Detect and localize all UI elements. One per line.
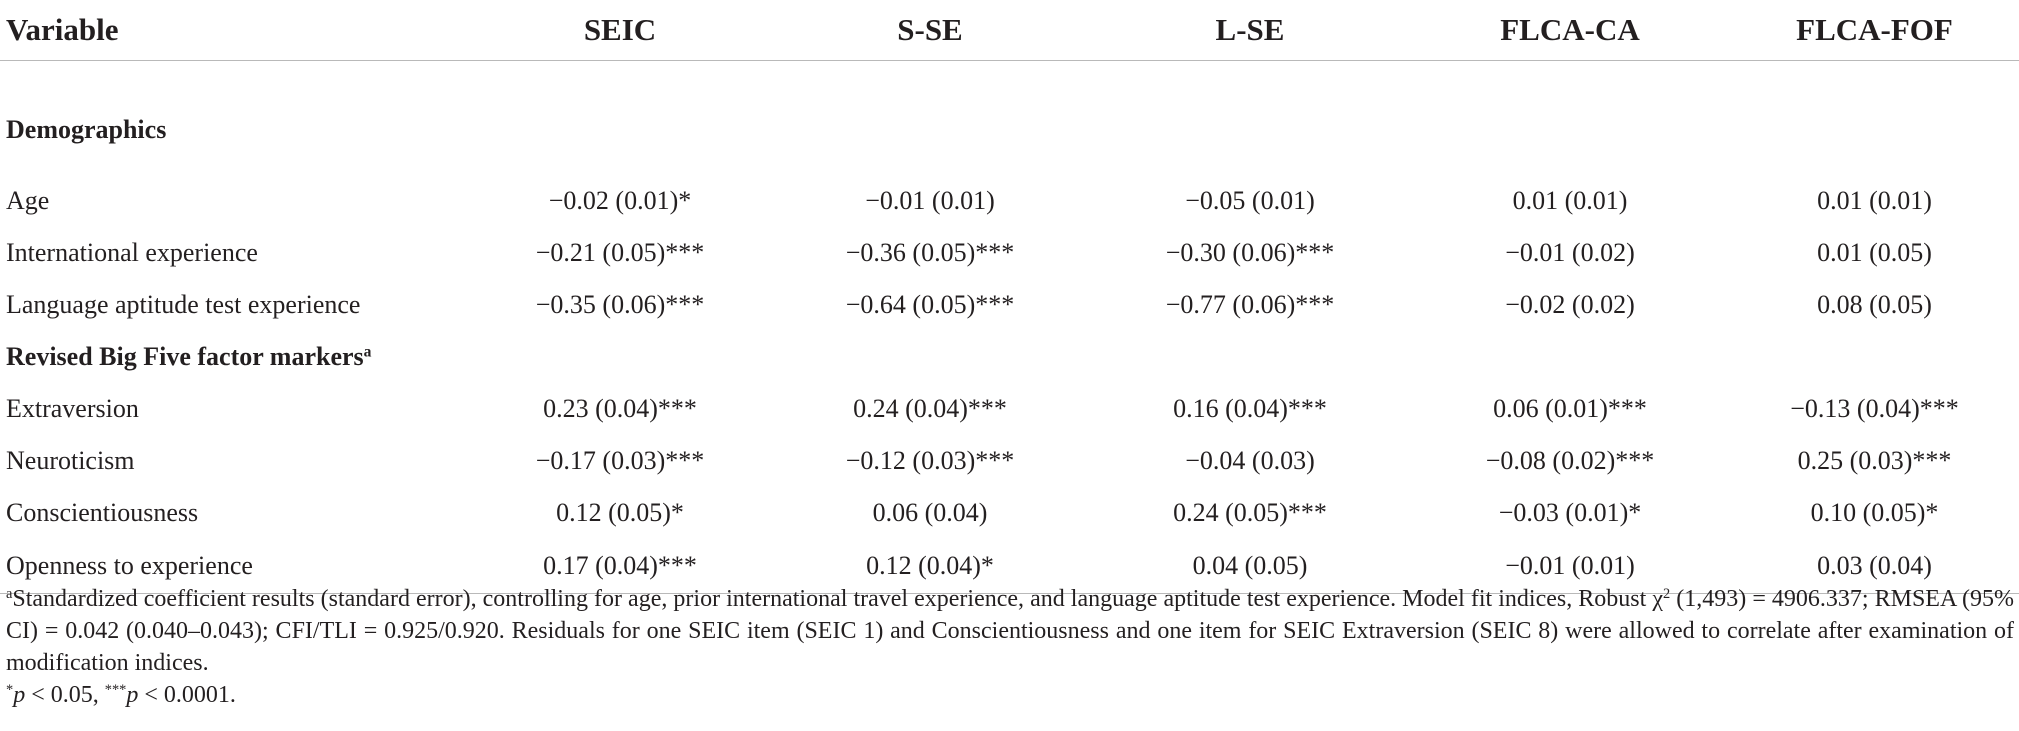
footnote-marker: a bbox=[6, 586, 13, 603]
column-header-flca-fof: FLCA-FOF bbox=[1796, 12, 1953, 48]
table-cell: 0.12 (0.05)* bbox=[556, 498, 684, 528]
table-cell: −0.02 (0.01)* bbox=[548, 186, 692, 216]
table-row: Conscientiousness 0.12 (0.05)* 0.06 (0.0… bbox=[0, 487, 2019, 539]
column-header-seic: SEIC bbox=[583, 12, 657, 48]
section-title: Revised Big Five factor markersa bbox=[6, 342, 372, 372]
table-cell: −0.01 (0.02) bbox=[1505, 238, 1635, 268]
footnote-marker: a bbox=[363, 343, 372, 361]
table-cell: 0.10 (0.05)* bbox=[1810, 498, 1939, 528]
section-title: Demographics bbox=[6, 115, 167, 145]
column-header-flca-ca: FLCA-CA bbox=[1500, 12, 1640, 48]
significance-marker: * bbox=[6, 682, 14, 699]
table-cell: 0.01 (0.01) bbox=[1512, 186, 1628, 216]
table-row: Extraversion 0.23 (0.04)*** 0.24 (0.04)*… bbox=[0, 383, 2019, 435]
footnote-significance: *p < 0.05, ***p < 0.0001. bbox=[6, 679, 2014, 711]
table-cell: 0.24 (0.04)*** bbox=[853, 394, 1007, 424]
table-cell: −0.64 (0.05)*** bbox=[845, 290, 1015, 320]
table-cell: −0.77 (0.06)*** bbox=[1165, 290, 1335, 320]
table-cell: 0.12 (0.04)* bbox=[866, 551, 994, 581]
table-cell: −0.01 (0.01) bbox=[865, 186, 995, 216]
p-symbol: p bbox=[13, 682, 26, 708]
footnote-a-text: Standardized coefficient results (standa… bbox=[12, 586, 1664, 612]
table-cell: 0.01 (0.01) bbox=[1817, 186, 1932, 216]
row-label: Conscientiousness bbox=[6, 498, 199, 528]
table-cell: 0.06 (0.01)*** bbox=[1493, 394, 1647, 424]
table-cell: 0.24 (0.05)*** bbox=[1173, 498, 1327, 528]
table-row: Age −0.02 (0.01)* −0.01 (0.01) −0.05 (0.… bbox=[0, 175, 2019, 227]
table-cell: 0.06 (0.04) bbox=[872, 498, 988, 528]
results-table: Variable SEIC S-SE L-SE FLCA-CA FLCA-FOF… bbox=[0, 0, 2019, 594]
table-cell: −0.36 (0.05)*** bbox=[845, 238, 1015, 268]
row-label: Extraversion bbox=[6, 394, 139, 424]
table-footnotes: aStandardized coefficient results (stand… bbox=[6, 583, 2014, 711]
table-cell: 0.17 (0.04)*** bbox=[543, 551, 697, 581]
table-cell: 0.25 (0.03)*** bbox=[1797, 446, 1952, 476]
row-label: Language aptitude test experience bbox=[6, 290, 361, 320]
table-row: Language aptitude test experience −0.35 … bbox=[0, 279, 2019, 331]
table-cell: −0.12 (0.03)*** bbox=[845, 446, 1015, 476]
row-label: International experience bbox=[6, 238, 258, 268]
row-label: Age bbox=[6, 186, 50, 216]
row-label: Openness to experience bbox=[6, 551, 253, 581]
table-cell: −0.08 (0.02)*** bbox=[1485, 446, 1655, 476]
table-cell: 0.16 (0.04)*** bbox=[1173, 394, 1327, 424]
footnote-a-text-continued: (1,493) = 4906.337; RMSEA (95% CI) = 0.0… bbox=[6, 586, 2015, 676]
table-row: Openness to experience 0.17 (0.04)*** 0.… bbox=[0, 539, 2019, 594]
table-cell: 0.23 (0.04)*** bbox=[543, 394, 697, 424]
table-cell: −0.02 (0.02) bbox=[1505, 290, 1635, 320]
table-cell: −0.21 (0.05)*** bbox=[535, 238, 705, 268]
section-row-big-five: Revised Big Five factor markersa bbox=[0, 331, 2019, 383]
row-label: Neuroticism bbox=[6, 446, 135, 476]
column-header-l-se: L-SE bbox=[1215, 12, 1285, 48]
table-cell: −0.13 (0.04)*** bbox=[1790, 394, 1959, 424]
significance-text: < 0.05, bbox=[25, 682, 105, 708]
table-cell: 0.01 (0.05) bbox=[1817, 238, 1932, 268]
section-row-demographics: Demographics bbox=[0, 61, 2019, 176]
table-cell: 0.04 (0.05) bbox=[1192, 551, 1308, 581]
header-row: Variable SEIC S-SE L-SE FLCA-CA FLCA-FOF bbox=[0, 0, 2019, 61]
table-row: International experience −0.21 (0.05)***… bbox=[0, 227, 2019, 279]
table-cell: 0.08 (0.05) bbox=[1817, 290, 1932, 320]
chi-square-superscript: 2 bbox=[1663, 586, 1671, 603]
table-cell: −0.05 (0.01) bbox=[1185, 186, 1315, 216]
table-cell: −0.01 (0.01) bbox=[1505, 551, 1635, 581]
table-row: Neuroticism −0.17 (0.03)*** −0.12 (0.03)… bbox=[0, 435, 2019, 487]
p-symbol: p bbox=[126, 682, 139, 708]
column-header-s-se: S-SE bbox=[897, 12, 963, 48]
footnote-a: aStandardized coefficient results (stand… bbox=[6, 583, 2014, 679]
significance-marker: *** bbox=[104, 682, 127, 699]
table-cell: −0.30 (0.06)*** bbox=[1165, 238, 1335, 268]
table-cell: 0.03 (0.04) bbox=[1817, 551, 1932, 581]
table-cell: −0.03 (0.01)* bbox=[1498, 498, 1642, 528]
table-cell: −0.17 (0.03)*** bbox=[535, 446, 705, 476]
table-cell: −0.35 (0.06)*** bbox=[535, 290, 705, 320]
table-cell: −0.04 (0.03) bbox=[1185, 446, 1315, 476]
significance-text: < 0.0001. bbox=[138, 682, 236, 708]
column-header-variable: Variable bbox=[6, 12, 119, 48]
